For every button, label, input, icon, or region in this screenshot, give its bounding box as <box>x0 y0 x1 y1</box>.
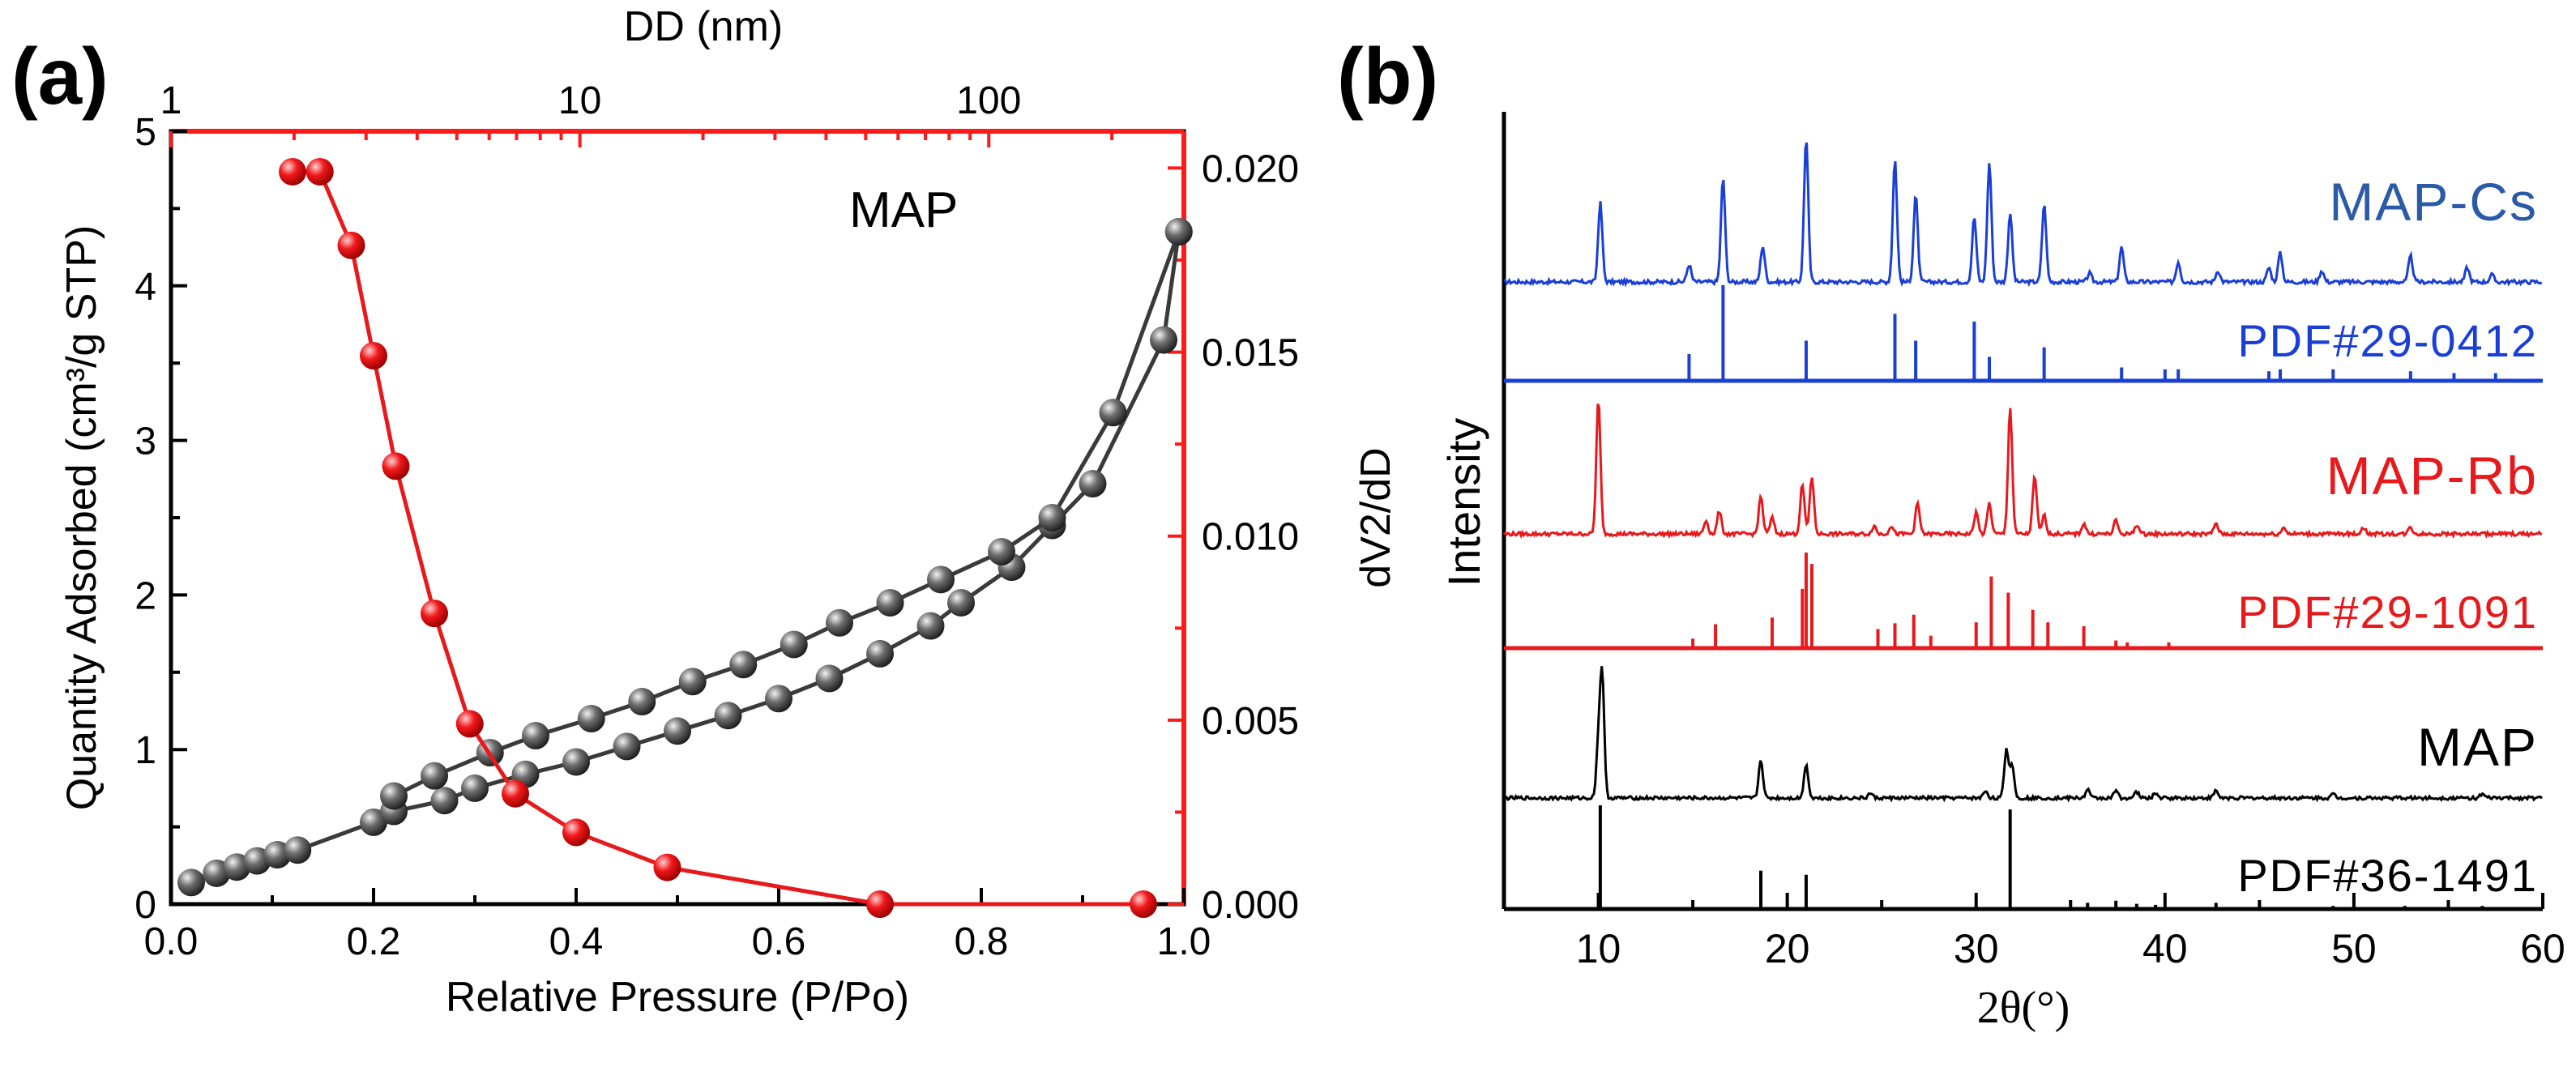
x-tick-label: 50 <box>2331 926 2377 971</box>
data-point-pore-size-distribution <box>562 818 590 847</box>
data-point-pore-size-distribution <box>866 890 894 918</box>
y-tick-label: 2 <box>135 574 156 617</box>
series-line-desorption <box>392 231 1181 798</box>
panel-b-series <box>1502 142 2543 911</box>
x-tick-label: 0.6 <box>752 920 806 963</box>
y-tick-label: 1 <box>135 729 156 772</box>
series-label-MAP-Rb: MAP-Rb <box>2326 446 2538 506</box>
series-line-pore-size-distribution <box>293 169 1143 907</box>
panel-b: (b) 10 20 30 40 50 60 MAP-Cs PDF#29-0412 MAP-Rb… <box>1337 32 2565 1033</box>
data-point-pore-size-distribution <box>455 710 484 738</box>
data-point-pore-size-distribution <box>502 779 529 808</box>
data-point-pore-size-distribution <box>1130 890 1157 918</box>
data-point-desorption <box>826 608 853 637</box>
top-tick-label: 10 <box>558 79 601 122</box>
x-tick-label: 30 <box>1954 926 1999 971</box>
data-point-adsorption <box>714 702 742 730</box>
data-point-desorption <box>780 630 808 659</box>
x-tick-label: 1.0 <box>1157 920 1211 963</box>
data-point-adsorption <box>916 612 945 640</box>
data-point-adsorption <box>1079 470 1107 498</box>
series-label-MAP-Cs: MAP-Cs <box>2329 172 2538 232</box>
data-point-pore-size-distribution <box>421 600 448 628</box>
data-point-adsorption <box>1150 326 1177 354</box>
data-point-desorption <box>1164 218 1193 246</box>
data-point-adsorption <box>613 732 641 761</box>
data-point-desorption <box>380 782 408 810</box>
panel-a-ylabel: Quantity Adsorbed (cm³/g STP) <box>58 225 105 811</box>
data-point-adsorption <box>866 639 894 668</box>
panel-b-label: (b) <box>1337 32 1438 121</box>
y2-tick-label: 0.000 <box>1202 884 1299 927</box>
data-point-desorption <box>522 722 549 750</box>
panel-a-y2label: dV2/dD <box>1352 447 1399 587</box>
panel-b-ticks: 10 20 30 40 50 60 <box>1502 893 2565 971</box>
top-tick-label: 1 <box>160 79 182 122</box>
x-tick-label: 40 <box>2142 926 2188 971</box>
panel-b-series-labels: MAP-Cs PDF#29-0412 MAP-Rb PDF#29-1091 MAP PDF… <box>2237 172 2538 901</box>
y2-tick-label: 0.010 <box>1202 516 1299 559</box>
data-point-pore-size-distribution <box>382 452 410 480</box>
y-tick-label: 0 <box>135 884 156 927</box>
data-point-adsorption <box>430 787 459 815</box>
xrd-pattern-MAP <box>1503 666 2543 803</box>
data-point-adsorption <box>284 836 312 864</box>
data-point-adsorption <box>664 717 691 745</box>
panel-a-ticks: 0.0 0.2 0.4 0.6 0.8 1.0 0 1 2 3 4 5 0.000 0.005 0.010 0… <box>135 79 1299 963</box>
data-point-adsorption <box>815 664 844 693</box>
data-point-desorption <box>927 566 955 594</box>
x-tick-label: 0.2 <box>347 920 401 963</box>
data-point-desorption <box>421 762 448 790</box>
panel-a-title: MAP <box>849 182 958 238</box>
x-tick-label: 0.8 <box>955 920 1009 963</box>
data-point-adsorption <box>765 685 792 713</box>
data-point-pore-size-distribution <box>279 157 306 186</box>
panel-b-xlabel: 2θ(°) <box>1977 983 2070 1033</box>
x-tick-label: 60 <box>2520 926 2565 971</box>
data-point-desorption <box>628 688 656 716</box>
x-tick-label: 0.0 <box>144 920 199 963</box>
series-label-PDF-29-0412: PDF#29-0412 <box>2237 315 2538 366</box>
top-tick-label: 100 <box>956 79 1021 122</box>
data-point-desorption <box>729 651 758 679</box>
panel-a-label: (a) <box>11 32 109 121</box>
series-label-PDF-29-1091: PDF#29-1091 <box>2237 587 2538 638</box>
y-tick-label: 3 <box>135 420 156 463</box>
series-label-PDF-36-1491: PDF#36-1491 <box>2237 850 2538 901</box>
data-point-adsorption <box>360 808 387 836</box>
xrd-pattern-MAP-Rb <box>1502 403 2543 540</box>
data-point-pore-size-distribution <box>337 231 365 259</box>
data-point-desorption <box>876 588 904 617</box>
x-tick-label: 10 <box>1576 926 1621 971</box>
xrd-pattern-MAP-Cs <box>1503 142 2543 288</box>
panel-b-ylabel: Intensity <box>1438 418 1489 587</box>
panel-a: (a) 0.0 0.2 0.4 0.6 0.8 1.00123450.0000.0050.… <box>11 3 1399 1021</box>
panel-a-xlabel: Relative Pressure (P/Po) <box>446 974 909 1021</box>
series-label-MAP: MAP <box>2417 717 2538 777</box>
data-point-pore-size-distribution <box>653 853 681 881</box>
panel-a-series <box>177 157 1193 918</box>
data-point-adsorption <box>947 588 975 617</box>
data-point-desorption <box>988 537 1015 566</box>
data-point-pore-size-distribution <box>305 157 334 186</box>
y2-tick-label: 0.015 <box>1202 332 1299 375</box>
x-tick-label: 0.4 <box>549 920 604 963</box>
y-tick-label: 5 <box>135 111 156 154</box>
panel-a-frame <box>169 129 1186 907</box>
data-point-desorption <box>1099 399 1127 427</box>
x-tick-label: 20 <box>1765 926 1810 971</box>
y-tick-label: 4 <box>135 266 156 309</box>
data-point-adsorption <box>562 748 590 776</box>
data-point-desorption <box>577 705 605 733</box>
series-line-adsorption <box>190 231 1181 885</box>
y2-tick-label: 0.005 <box>1202 700 1299 743</box>
y2-tick-label: 0.020 <box>1202 147 1299 190</box>
data-point-adsorption <box>177 869 205 897</box>
data-point-adsorption <box>461 774 489 802</box>
data-point-desorption <box>678 668 707 696</box>
panel-a-toplabel: DD (nm) <box>624 3 783 50</box>
data-point-pore-size-distribution <box>360 342 387 370</box>
data-point-desorption <box>1038 504 1066 531</box>
